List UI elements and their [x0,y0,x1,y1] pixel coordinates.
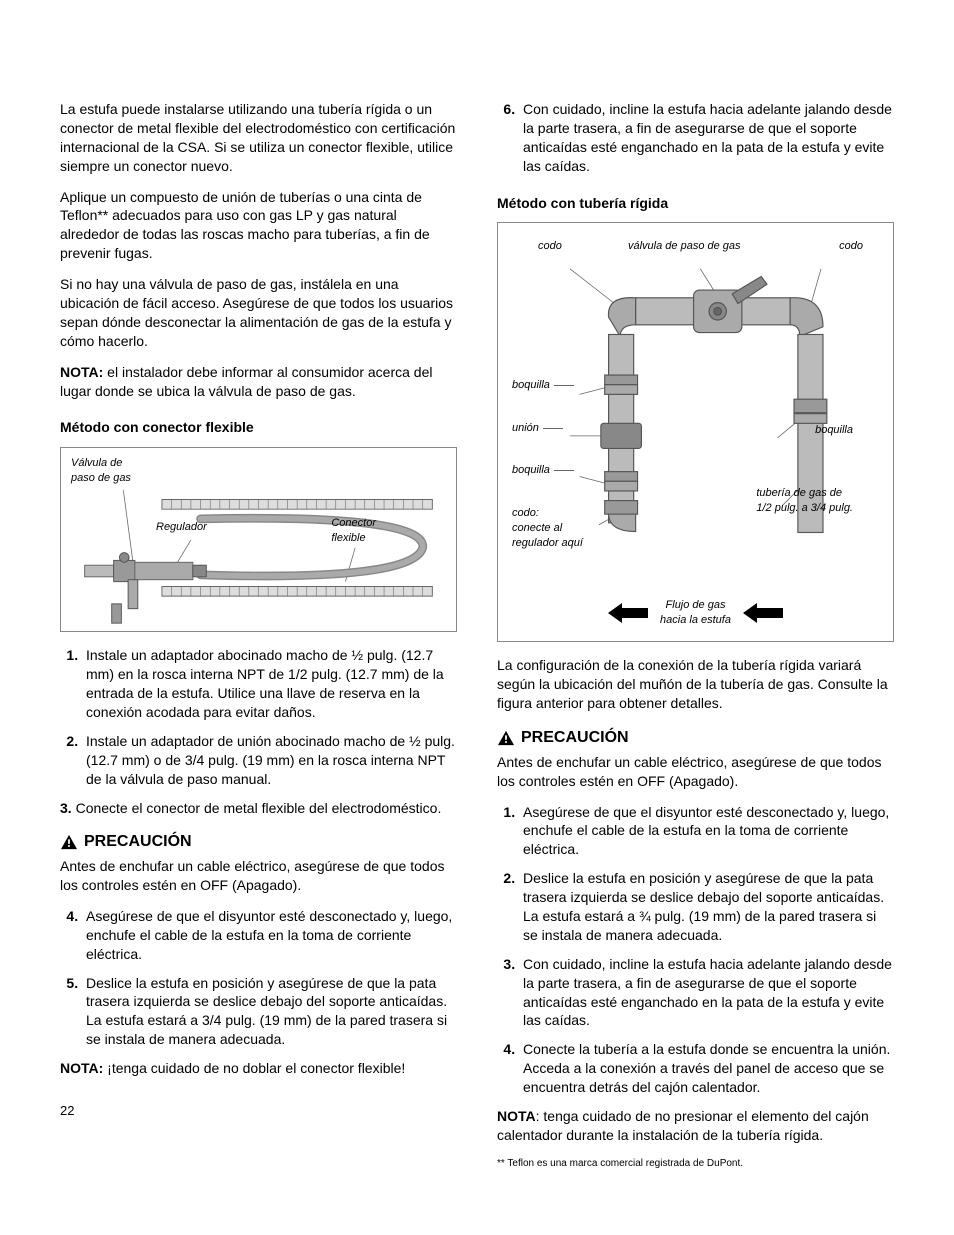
note-text: el instalador debe informar al consumido… [60,364,432,399]
fig-label-boquilla-r: boquilla [815,423,853,438]
list-item: Instale un adaptador abocinado macho de … [82,646,457,722]
footnote: ** Teflon es una marca comercial registr… [497,1157,894,1171]
note-paragraph: NOTA: tenga cuidado de no presionar el e… [497,1107,894,1145]
fig-label-union: unión [512,421,563,436]
arrow-left-icon [743,603,783,623]
caution-heading: PRECAUCIÓN [60,831,457,853]
note-paragraph: NOTA: ¡tenga cuidado de no doblar el con… [60,1059,457,1078]
ordered-list-1: Instale un adaptador abocinado macho de … [60,646,457,788]
figure-flexible-connector: Válvula de paso de gas Regulador Conecto… [60,447,457,632]
fig-label-regulador: Regulador [156,520,207,535]
body-paragraph: Si no hay una válvula de paso de gas, in… [60,275,457,351]
caution-text: PRECAUCIÓN [84,831,192,853]
fig-label-codo-bl: codo: conecte al regulador aquí [512,506,583,551]
fig-label-codo-tr: codo [839,239,863,254]
note-text: : tenga cuidado de no presionar el eleme… [497,1108,869,1143]
list-item-paragraph: 3. Conecte el conector de metal flexible… [60,799,457,818]
ordered-list-2: Asegúrese de que el disyuntor esté desco… [60,907,457,1049]
note-label: NOTA: [60,364,103,380]
fig-label-tuberia: tubería de gas de 1/2 pulg. a 3/4 pulg. [756,486,853,516]
note-label: NOTA [497,1108,536,1124]
arrow-left-icon [608,603,648,623]
fig-label-flujo: Flujo de gas hacia la estufa [660,598,731,628]
fig-label-boquilla1: boquilla [512,378,574,393]
caution-text: PRECAUCIÓN [521,727,629,749]
list-item: Con cuidado, incline la estufa hacia ade… [519,955,894,1031]
list-item: Deslice la estufa en posición y asegúres… [82,974,457,1050]
ordered-list-3: Con cuidado, incline la estufa hacia ade… [497,100,894,176]
left-column: La estufa puede instalarse utilizando un… [60,100,457,1182]
list-number: 3. [60,800,72,816]
fig-label-conector: Conector flexible [331,516,376,546]
list-item: Instale un adaptador de unión abocinado … [82,732,457,789]
section-heading-rigid: Método con tubería rígida [497,194,894,213]
warning-triangle-icon [497,730,515,746]
fig-label-valvula: válvula de paso de gas [628,239,741,254]
list-item: Asegúrese de que el disyuntor esté desco… [82,907,457,964]
section-heading-flexible: Método con conector flexible [60,418,457,437]
right-column: Con cuidado, incline la estufa hacia ade… [497,100,894,1182]
ordered-list-4: Asegúrese de que el disyuntor esté desco… [497,803,894,1097]
list-item: Asegúrese de que el disyuntor esté desco… [519,803,894,860]
list-text: Conecte el conector de metal flexible de… [72,800,442,816]
list-item: Deslice la estufa en posición y asegúres… [519,869,894,945]
fig-label-valvula: Válvula de paso de gas [71,456,131,486]
body-paragraph: La configuración de la conexión de la tu… [497,656,894,713]
body-paragraph: La estufa puede instalarse utilizando un… [60,100,457,176]
fig-label-codo-tl: codo [538,239,562,254]
caution-heading: PRECAUCIÓN [497,727,894,749]
figure-rigid-pipe: codo válvula de paso de gas codo boquill… [497,222,894,642]
note-text: ¡tenga cuidado de no doblar el conector … [103,1060,405,1076]
warning-triangle-icon [60,834,78,850]
list-item: Con cuidado, incline la estufa hacia ade… [519,100,894,176]
list-item: Conecte la tubería a la estufa donde se … [519,1040,894,1097]
note-label: NOTA: [60,1060,103,1076]
body-paragraph: Antes de enchufar un cable eléctrico, as… [497,753,894,791]
page-number: 22 [60,1102,457,1120]
fig-label-boquilla2: boquilla [512,463,574,478]
body-paragraph: Antes de enchufar un cable eléctrico, as… [60,857,457,895]
body-paragraph: Aplique un compuesto de unión de tubería… [60,188,457,264]
note-paragraph: NOTA: el instalador debe informar al con… [60,363,457,401]
